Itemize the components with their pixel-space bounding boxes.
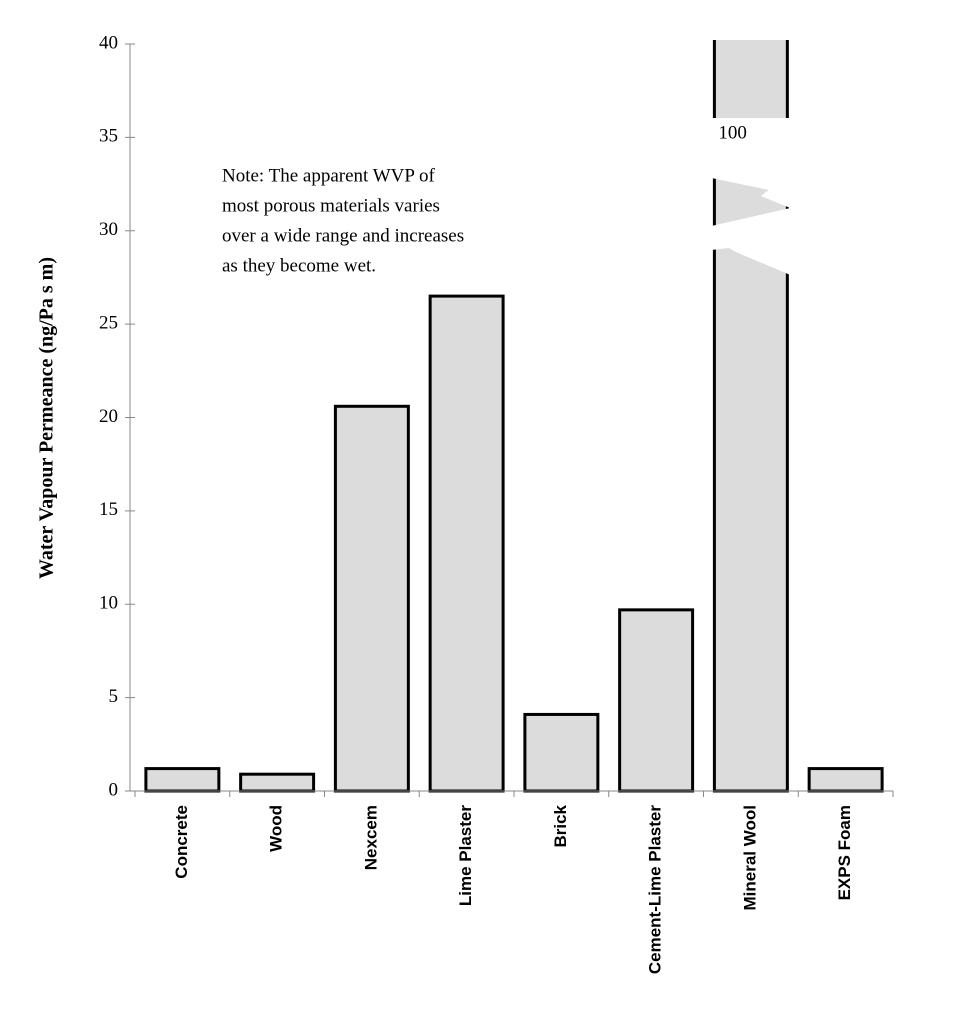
annotation: as they become wet. — [222, 255, 376, 276]
bar — [618, 608, 695, 793]
x-tick-label: Mineral Wool — [740, 805, 759, 910]
y-tick-label: 10 — [99, 593, 118, 614]
x-tick-label: Wood — [267, 805, 286, 852]
axis-break — [711, 118, 791, 208]
bar — [428, 294, 505, 793]
axis-break — [711, 208, 791, 275]
annotation: Note: The apparent WVP of — [222, 165, 435, 186]
value-label: 100 — [718, 122, 747, 143]
annotation: over a wide range and increases — [222, 225, 464, 246]
x-tick-label: Cement-Lime Plaster — [646, 805, 665, 974]
y-tick-label: 25 — [99, 312, 118, 333]
bar — [523, 712, 600, 793]
y-tick-label: 20 — [99, 406, 118, 427]
x-tick-label: Concrete — [172, 805, 191, 879]
bar — [144, 767, 221, 793]
y-tick-label: 35 — [99, 126, 118, 147]
y-axis-label: Water Vapour Permeance (ng/Pa s m) — [36, 257, 58, 579]
x-tick-label: Nexcem — [361, 805, 380, 870]
bar — [239, 772, 316, 793]
x-tick-label: Brick — [551, 804, 570, 847]
y-tick-label: 0 — [109, 779, 119, 800]
bar — [333, 404, 410, 793]
y-tick-label: 5 — [109, 686, 119, 707]
y-tick-label: 30 — [99, 219, 118, 240]
x-tick-label: Lime Plaster — [456, 805, 475, 906]
bar — [807, 767, 884, 793]
x-tick-label: EXPS Foam — [835, 805, 854, 900]
annotation: most porous materials varies — [222, 195, 440, 216]
y-tick-label: 15 — [99, 499, 118, 520]
y-tick-label: 40 — [99, 32, 118, 53]
